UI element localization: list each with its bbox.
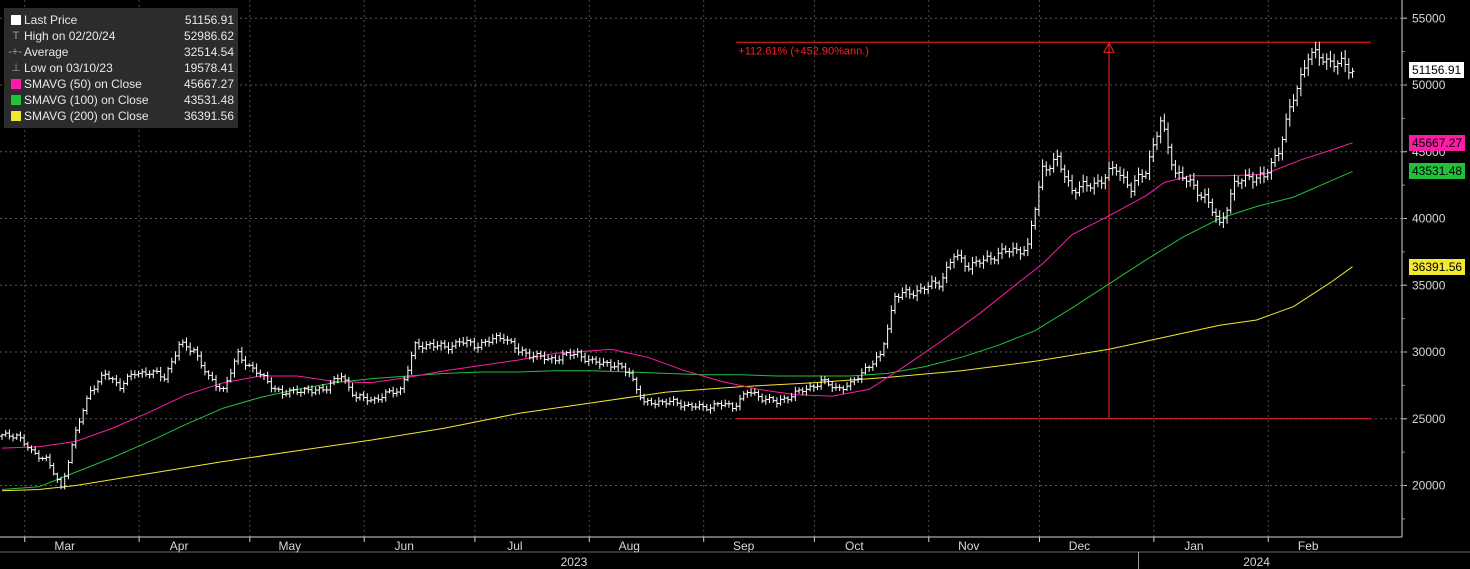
legend-swatch-last-price <box>11 15 21 25</box>
series-line <box>1 170 1353 490</box>
x-year-label: 2024 <box>1243 555 1270 569</box>
x-month-label: Nov <box>958 539 979 553</box>
average-marker-icon: -+- <box>8 46 22 58</box>
x-month-label: Jan <box>1184 539 1203 553</box>
legend-value: 36391.56 <box>183 109 234 123</box>
legend-row-sma50: SMAVG (50) on Close 45667.27 <box>4 76 238 92</box>
legend-value: 32514.54 <box>183 45 234 59</box>
y-tick-label: 30000 <box>1412 345 1446 359</box>
legend-panel: Last Price 51156.91 T High on 02/20/24 5… <box>4 8 238 128</box>
series-line <box>1 142 1353 449</box>
legend-value: 51156.91 <box>184 13 234 27</box>
y-tick-label: 25000 <box>1412 412 1446 426</box>
x-month-label: Jun <box>395 539 414 553</box>
x-month-label: Oct <box>845 539 864 553</box>
y-tick-label: 35000 <box>1412 278 1446 292</box>
price-tag: 45667.27 <box>1409 135 1466 151</box>
x-month-label: Mar <box>54 539 75 553</box>
x-month-label: Apr <box>170 539 189 553</box>
legend-label: Average <box>24 45 69 59</box>
y-tick-label: 40000 <box>1412 212 1446 226</box>
legend-value: 52986.62 <box>183 29 234 43</box>
x-month-label: Jul <box>507 539 522 553</box>
legend-label: SMAVG (100) on Close <box>24 93 149 107</box>
y-tick-label: 55000 <box>1412 11 1446 25</box>
legend-label: SMAVG (50) on Close <box>24 77 142 91</box>
legend-row-sma200: SMAVG (200) on Close 36391.56 <box>4 108 238 124</box>
y-tick-label: 20000 <box>1412 479 1446 493</box>
legend-value: 19578.41 <box>183 61 234 75</box>
y-tick-label: 50000 <box>1412 78 1446 92</box>
legend-row-high: T High on 02/20/24 52986.62 <box>4 28 238 44</box>
legend-label: SMAVG (200) on Close <box>24 109 149 123</box>
annotation-arrow-icon <box>1103 42 1115 53</box>
legend-row-sma100: SMAVG (100) on Close 43531.48 <box>4 92 238 108</box>
legend-value: 43531.48 <box>183 93 234 107</box>
legend-row-last-price: Last Price 51156.91 <box>4 12 238 28</box>
x-month-label: May <box>278 539 301 553</box>
legend-label: Last Price <box>24 13 78 27</box>
high-marker-icon: T <box>12 30 20 42</box>
legend-row-low: ⊥ Low on 03/10/23 19578.41 <box>4 60 238 76</box>
legend-value: 45667.27 <box>183 77 234 91</box>
legend-row-average: -+- Average 32514.54 <box>4 44 238 60</box>
series-line <box>1 266 1353 492</box>
x-year-label: 2023 <box>561 555 588 569</box>
legend-label: Low on 03/10/23 <box>24 61 113 75</box>
legend-swatch-sma200 <box>11 111 21 121</box>
price-tag: 51156.91 <box>1409 62 1465 78</box>
price-tag: 43531.48 <box>1409 163 1466 179</box>
low-marker-icon: ⊥ <box>11 62 21 74</box>
x-month-label: Feb <box>1298 539 1319 553</box>
x-month-label: Dec <box>1069 539 1090 553</box>
legend-label: High on 02/20/24 <box>24 29 116 43</box>
legend-swatch-sma50 <box>11 79 21 89</box>
legend-swatch-sma100 <box>11 95 21 105</box>
annotation-label: +112.61% (+452.90%ann.) <box>738 45 869 57</box>
price-tag: 36391.56 <box>1409 259 1466 275</box>
x-month-label: Aug <box>619 539 640 553</box>
x-month-label: Sep <box>733 539 755 553</box>
